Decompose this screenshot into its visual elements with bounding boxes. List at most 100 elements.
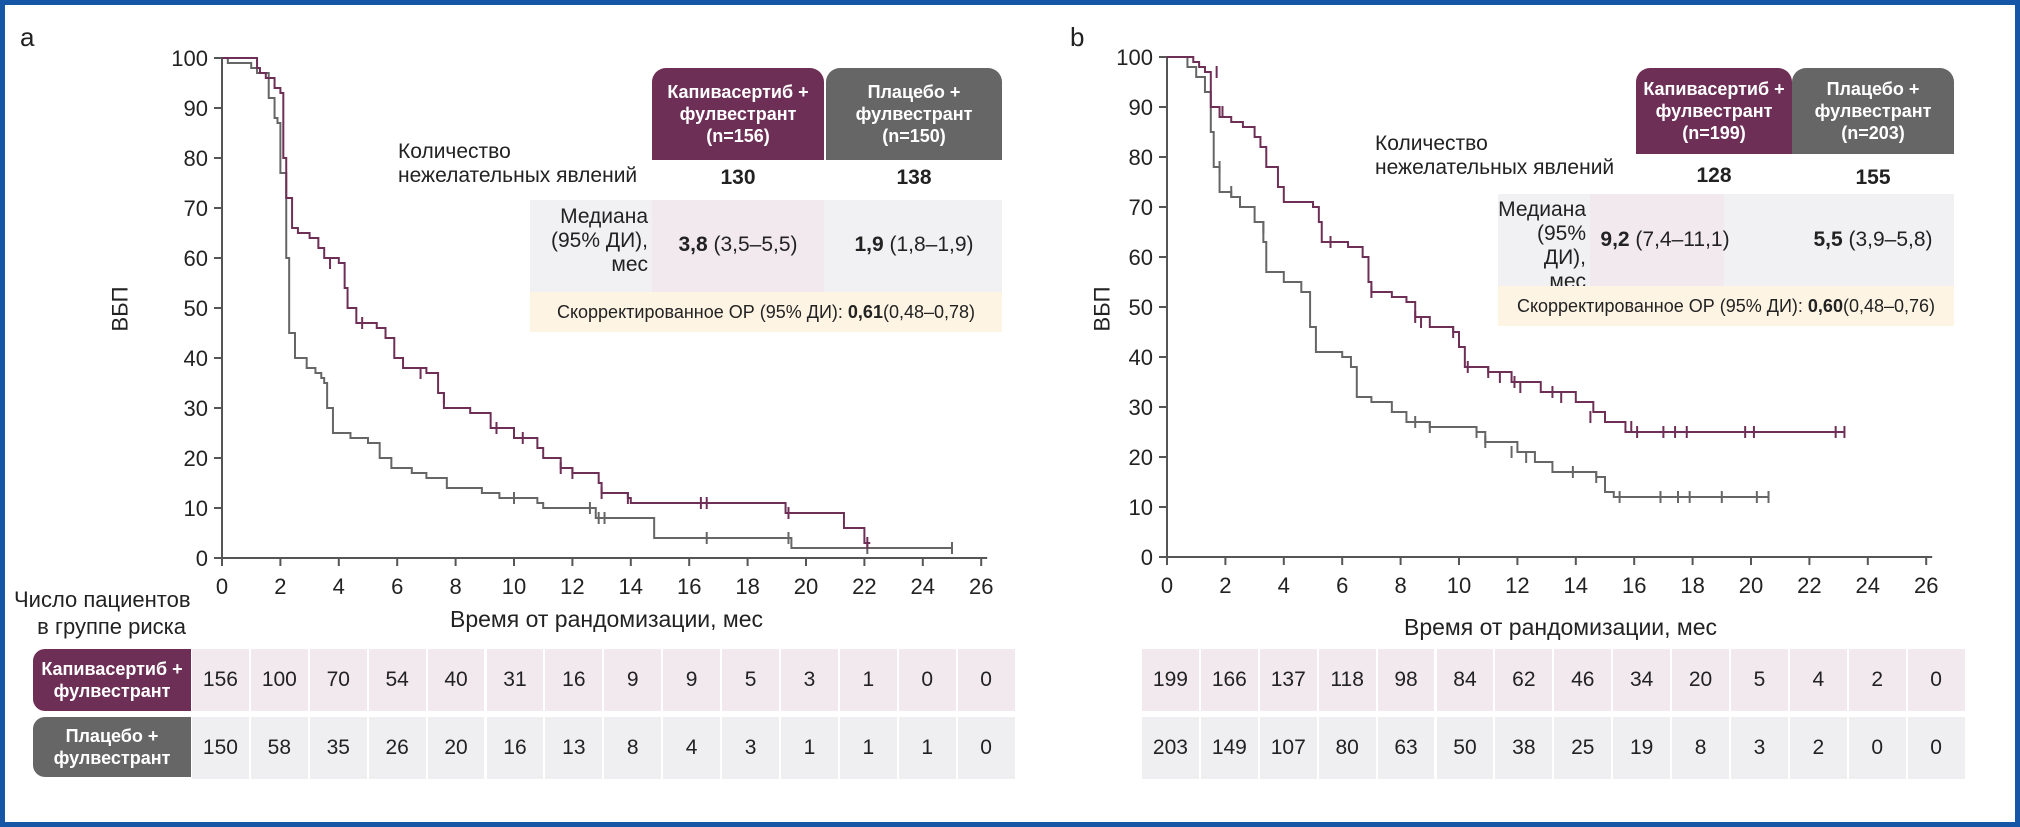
panel-a-capi-header: Капивасертиб + фулвестрант (n=156) [652,68,824,160]
hr-value: 0,61 [847,301,883,322]
risk-cell-capivasertib: 98 [1377,649,1437,711]
header-line: (n=150) [882,126,946,146]
risk-cell-placebo: 1 [839,717,899,779]
y-tick-label: 0 [196,546,208,571]
label-line: фулвестрант [53,748,171,768]
label-line: фулвестрант [53,681,171,701]
risk-cell-capivasertib: 100 [250,649,310,711]
median-label-line: Медиана [560,205,648,228]
capivasertib-km-curve [1167,56,1845,433]
median-ci: (7,4–11,1) [1629,228,1730,251]
panel-a-risk-label-plac: Плацебо + фулвестрант [33,717,191,777]
risk-cell-capivasertib: 84 [1436,649,1496,711]
label-line: Капивасертиб + [41,659,183,679]
y-tick-label: 50 [1129,295,1153,320]
risk-table-title: Число пациентов в группе риска [14,586,191,640]
risk-cell-capivasertib: 156 [192,649,251,711]
x-tick-label: 4 [1278,573,1290,598]
x-tick-label: 8 [449,574,461,599]
x-tick-label: 22 [1797,573,1821,598]
x-tick-label: 6 [1336,573,1348,598]
x-tick-label: 22 [852,574,876,599]
panel-b-plac-header: Плацебо + фулвестрант (n=203) [1792,68,1954,154]
risk-cell-capivasertib: 5 [1731,649,1790,711]
hr-ci: (0,48–0,76) [1842,295,1936,316]
risk-cell-capivasertib: 16 [545,649,605,711]
x-tick-label: 0 [1161,573,1173,598]
median-label-line: Медиана [1498,198,1586,221]
risk-cell-placebo: 203 [1142,717,1201,779]
risk-cell-capivasertib: 3 [781,649,840,711]
median-value: 1,9 [854,233,884,256]
risk-cell-capivasertib: 0 [1907,649,1967,711]
panel-b-median-label: Медиана (95% ДИ), мес [1498,198,1586,294]
y-tick-label: 80 [184,146,208,171]
risk-cell-capivasertib: 0 [957,649,1017,711]
panel-b-events-capi: 128 [1696,164,1732,187]
panel-a-median-label: Медиана (95% ДИ), мес [530,205,648,277]
header-line: фулвестрант [1655,101,1773,121]
risk-cell-capivasertib: 70 [309,649,369,711]
risk-cell-placebo: 0 [1848,717,1908,779]
risk-cell-capivasertib: 46 [1554,649,1614,711]
risk-cell-capivasertib: 20 [1672,649,1731,711]
x-tick-label: 12 [560,574,584,599]
y-tick-label: 30 [184,396,208,421]
panel-b-median-plac: 5,5 (3,9–5,8) [1792,228,1954,252]
y-tick-label: 10 [1129,495,1153,520]
header-line: (n=156) [706,126,770,146]
y-tick-label: 0 [1141,545,1153,570]
panel-a-letter: a [20,22,35,52]
y-tick-label: 40 [184,346,208,371]
x-tick-label: 0 [216,574,228,599]
panel-b-median-capi: 9,2 (7,4–11,1) [1590,228,1740,252]
panel-a-xlabel: Время от рандомизации, мес [450,606,764,632]
panel-b-letter: b [1070,22,1085,52]
header-line: Плацебо + [867,82,961,102]
events-label-line: нежелательных явлений [1375,156,1615,179]
panel-b-median-capi-bg [1590,194,1724,286]
risk-cell-capivasertib: 5 [722,649,781,711]
panel-a-median-capi: 3,8 (3,5–5,5) [652,233,824,257]
panel-b-xlabel: Время от рандомизации, мес [1404,614,1718,640]
x-tick-label: 26 [969,574,993,599]
panel-b-events-plac: 155 [1855,166,1891,189]
x-tick-label: 4 [333,574,345,599]
median-label-line: (95% ДИ), [1536,222,1586,269]
risk-cell-placebo: 150 [192,717,251,779]
placebo-km-curve [222,57,952,549]
median-ci: (1,8–1,9) [883,233,974,256]
risk-cell-placebo: 80 [1318,717,1378,779]
y-tick-label: 80 [1129,145,1153,170]
x-tick-label: 10 [1447,573,1471,598]
median-ci: (3,5–5,5) [707,233,798,256]
risk-cell-capivasertib: 0 [898,649,958,711]
risk-cell-placebo: 58 [250,717,310,779]
median-label-line: мес [611,253,648,276]
risk-cell-placebo: 26 [368,717,428,779]
risk-cell-capivasertib: 31 [486,649,546,711]
risk-cell-placebo: 50 [1436,717,1496,779]
x-tick-label: 20 [794,574,818,599]
risk-cell-placebo: 13 [545,717,605,779]
risk-cell-capivasertib: 2 [1848,649,1908,711]
risk-cell-placebo: 20 [427,717,487,779]
risk-cell-placebo: 38 [1495,717,1555,779]
risk-cell-capivasertib: 166 [1200,649,1260,711]
header-line: Плацебо + [1826,79,1920,99]
risk-cell-placebo: 107 [1259,717,1319,779]
panel-a-events-label: Количество нежелательных явлений [398,140,637,188]
risk-cell-capivasertib: 9 [604,649,664,711]
panel-b-median-box [1498,194,1954,286]
risk-cell-placebo: 4 [663,717,723,779]
panel-a-median-plac: 1,9 (1,8–1,9) [826,233,1002,257]
x-tick-label: 8 [1394,573,1406,598]
x-tick-label: 20 [1739,573,1763,598]
risk-cell-placebo: 63 [1377,717,1437,779]
risk-cell-capivasertib: 62 [1495,649,1555,711]
risk-cell-capivasertib: 34 [1613,649,1673,711]
events-label-line: Количество [1375,132,1488,155]
median-value: 3,8 [678,233,708,256]
risk-cell-placebo: 3 [722,717,781,779]
y-tick-label: 100 [171,46,208,71]
